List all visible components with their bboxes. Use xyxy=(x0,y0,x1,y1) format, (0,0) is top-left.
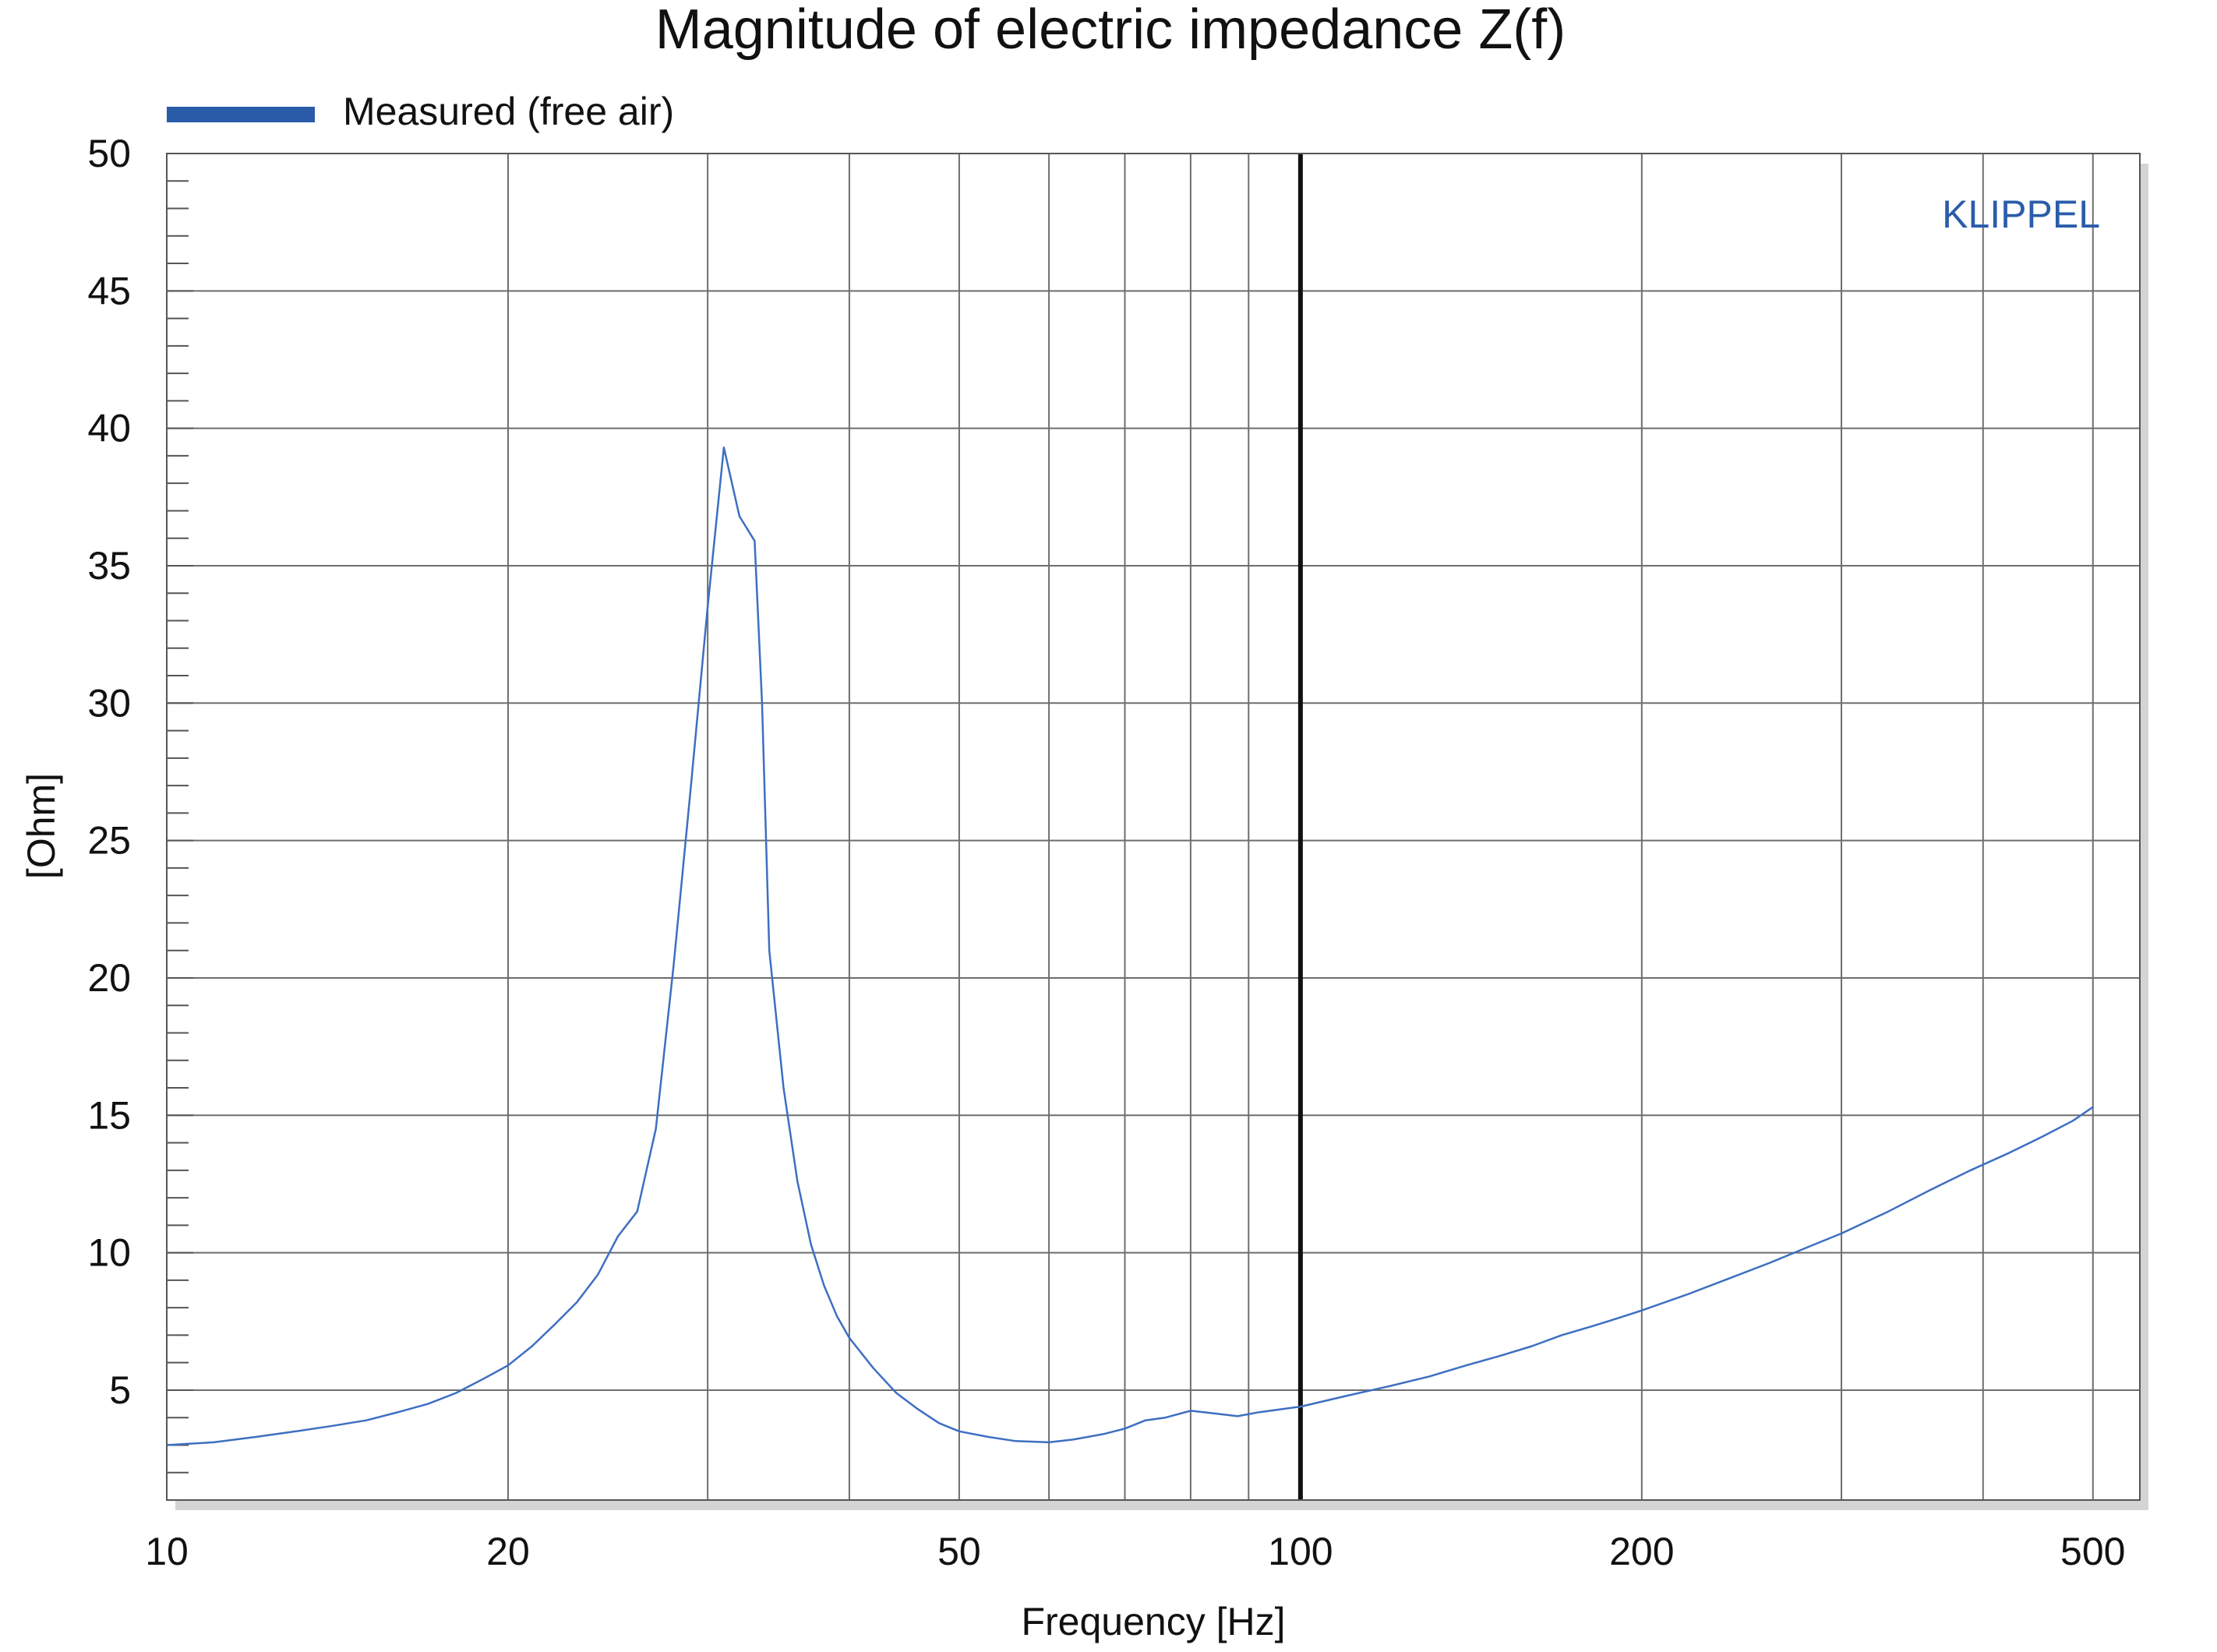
x-tick-label: 100 xyxy=(1268,1530,1333,1573)
watermark-klippel: KLIPPEL xyxy=(1942,192,2100,236)
y-axis-title: [Ohm] xyxy=(19,773,63,879)
y-tick-label: 50 xyxy=(87,132,131,175)
y-tick-label: 45 xyxy=(87,269,131,312)
y-tick-label: 30 xyxy=(87,681,131,725)
x-tick-label: 500 xyxy=(2060,1530,2125,1573)
y-tick-label: 10 xyxy=(87,1231,131,1275)
plot-area xyxy=(167,154,2140,1500)
plot-border xyxy=(166,153,2141,1501)
legend-label-measured: Measured (free air) xyxy=(343,90,674,133)
y-tick-label: 35 xyxy=(87,544,131,588)
x-axis-title: Frequency [Hz] xyxy=(1021,1600,1285,1643)
x-tick-label: 50 xyxy=(937,1530,981,1573)
legend: Measured (free air) xyxy=(167,90,674,133)
y-tick-label: 40 xyxy=(87,407,131,450)
y-tick-label: 5 xyxy=(109,1368,131,1412)
y-tick-label: 15 xyxy=(87,1093,131,1137)
x-tick-label: 200 xyxy=(1609,1530,1674,1573)
series-line-measured xyxy=(166,447,2094,1446)
x-tick-label: 10 xyxy=(145,1530,189,1573)
y-tick-label: 25 xyxy=(87,819,131,863)
x-tick-label: 20 xyxy=(486,1530,530,1573)
axis-labels: 5 10 15 20 25 30 35 40 45 50 10 20 50 100 200 500 xyxy=(87,132,2125,1573)
series-layer xyxy=(166,447,2094,1446)
y-tick-label: 20 xyxy=(87,956,131,1000)
axis-ticks xyxy=(167,153,193,1501)
chart-title: Magnitude of electric impedance Z(f) xyxy=(655,0,1566,61)
legend-swatch-measured xyxy=(167,107,315,122)
